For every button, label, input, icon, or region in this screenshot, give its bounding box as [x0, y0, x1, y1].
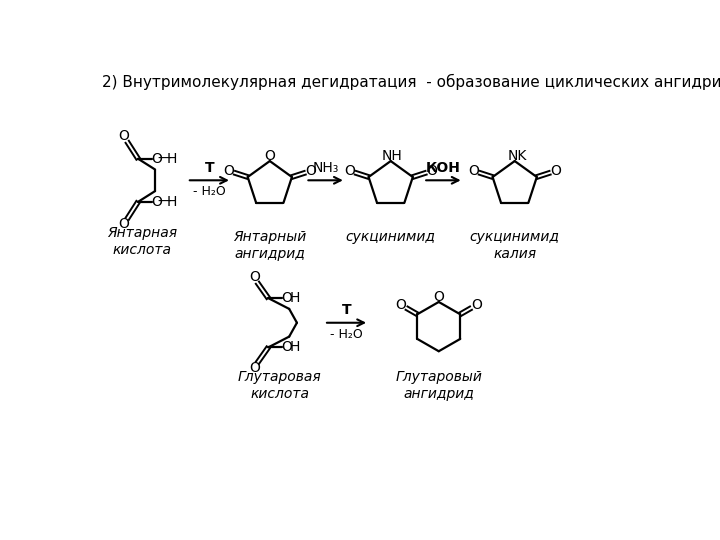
- Text: O: O: [151, 152, 162, 166]
- Text: O: O: [264, 150, 275, 164]
- Text: O: O: [426, 164, 438, 178]
- Text: - H₂O: - H₂O: [193, 185, 226, 198]
- Text: O: O: [396, 298, 407, 312]
- Text: O: O: [223, 164, 234, 178]
- Text: сукцинимид
калия: сукцинимид калия: [469, 231, 559, 261]
- Text: NK: NK: [508, 148, 527, 163]
- Text: O: O: [249, 361, 260, 375]
- Text: КОН: КОН: [426, 161, 461, 175]
- Text: —: —: [158, 195, 171, 209]
- Text: O: O: [119, 217, 130, 231]
- Text: NH₃: NH₃: [312, 161, 339, 175]
- Text: Глутаровый
ангидрид: Глутаровый ангидрид: [395, 370, 482, 401]
- Text: O: O: [305, 164, 317, 178]
- Text: Янтарная
кислота: Янтарная кислота: [107, 226, 177, 256]
- Text: сукцинимид: сукцинимид: [346, 231, 436, 244]
- Text: O: O: [151, 195, 162, 209]
- Text: O: O: [282, 291, 292, 305]
- Text: H: H: [289, 291, 300, 305]
- Text: H: H: [166, 152, 176, 166]
- Text: O: O: [468, 164, 479, 178]
- Text: Т: Т: [204, 161, 214, 175]
- Text: H: H: [289, 340, 300, 354]
- Text: Янтарный
ангидрид: Янтарный ангидрид: [233, 231, 307, 261]
- Text: H: H: [166, 195, 176, 209]
- Text: Глутаровая
кислота: Глутаровая кислота: [238, 370, 322, 401]
- Text: O: O: [551, 164, 562, 178]
- Text: - H₂O: - H₂O: [330, 328, 363, 341]
- Text: O: O: [249, 271, 260, 285]
- Text: O: O: [282, 340, 292, 354]
- Text: O: O: [471, 298, 482, 312]
- Text: O: O: [119, 130, 130, 144]
- Text: O: O: [344, 164, 355, 178]
- Text: Т: Т: [342, 303, 351, 318]
- Text: 2) Внутримолекулярная дегидратация  - образование циклических ангидридов: 2) Внутримолекулярная дегидратация - обр…: [102, 74, 720, 90]
- Text: O: O: [433, 291, 444, 305]
- Text: NH: NH: [382, 148, 402, 163]
- Text: —: —: [158, 152, 171, 166]
